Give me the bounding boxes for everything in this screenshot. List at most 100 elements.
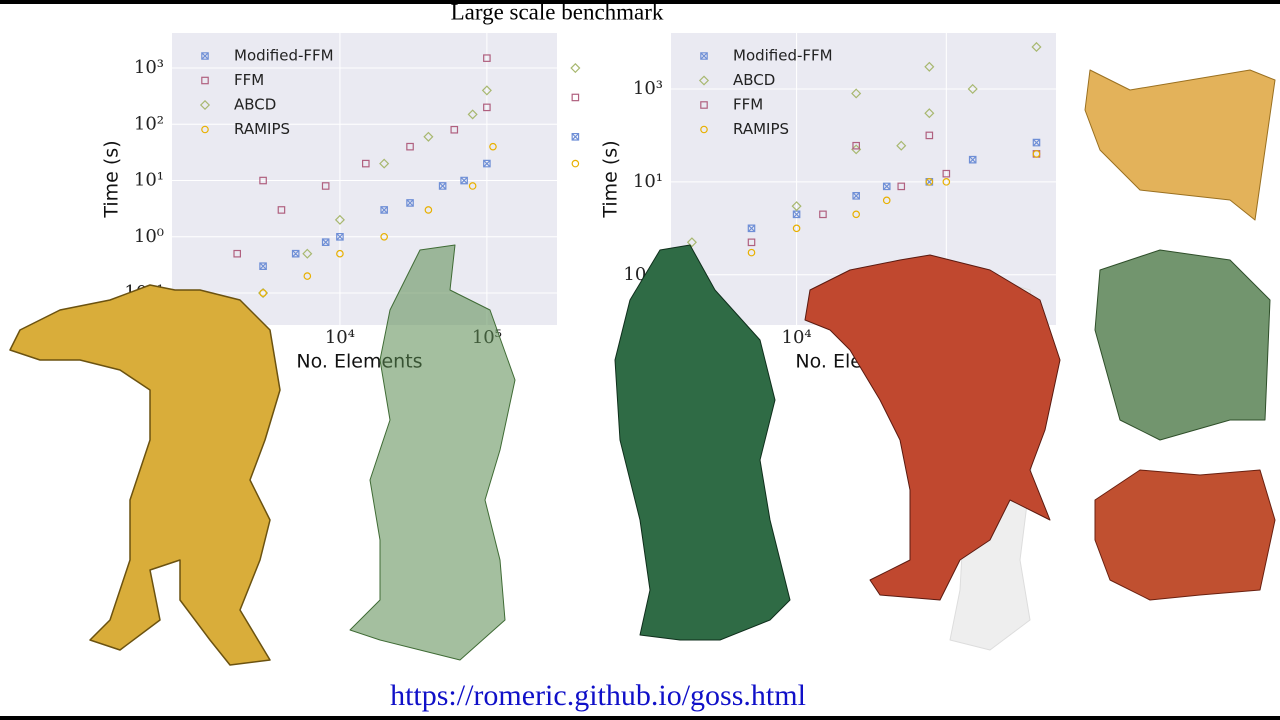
y-tick-label: 10¹ <box>134 170 164 191</box>
y-tick-label: 10³ <box>633 78 663 99</box>
point <box>1032 150 1041 158</box>
green-mesh <box>614 244 791 641</box>
point <box>460 176 468 185</box>
y-tick-label: 10⁰ <box>134 226 164 247</box>
point <box>450 125 459 134</box>
translucent-green-mesh <box>349 244 516 661</box>
legend-label: RAMIPS <box>733 120 789 138</box>
point <box>483 54 491 62</box>
point <box>1032 138 1041 147</box>
point <box>925 131 934 140</box>
point <box>967 83 978 94</box>
point <box>321 182 330 190</box>
point <box>968 155 977 164</box>
legend-marker <box>700 52 708 60</box>
point <box>483 159 491 168</box>
point <box>1031 41 1042 53</box>
point <box>406 199 414 207</box>
point <box>483 103 491 112</box>
point <box>852 141 860 150</box>
y-axis-label: Time (s) <box>101 140 123 218</box>
red-mesh <box>804 254 1061 601</box>
point <box>570 63 581 74</box>
point <box>571 93 580 102</box>
point <box>303 272 312 280</box>
rolled-red-mesh <box>1094 469 1276 601</box>
twisted-green-mesh <box>1094 249 1271 441</box>
project-url[interactable]: https://romeric.github.io/goss.html <box>390 679 806 712</box>
point <box>792 210 801 219</box>
point <box>362 159 370 168</box>
legend-marker <box>199 99 211 111</box>
gold-mesh <box>9 284 281 666</box>
point <box>423 131 434 142</box>
slide-title: Large scale benchmark <box>451 0 664 24</box>
point <box>791 201 802 212</box>
point <box>302 248 313 259</box>
x-tick-label: 10⁴ <box>325 327 355 348</box>
y-axis-label: Time (s) <box>600 140 622 218</box>
legend-marker <box>700 101 708 109</box>
point <box>851 88 862 99</box>
point <box>380 206 388 214</box>
point <box>571 159 580 168</box>
legend-label: Modified-FFM <box>234 47 334 65</box>
point <box>380 232 388 241</box>
point <box>438 182 447 190</box>
legend-label: Modified-FFM <box>733 47 833 65</box>
legend-marker <box>201 52 209 60</box>
point <box>259 176 267 185</box>
point <box>942 169 951 178</box>
point <box>686 237 697 248</box>
point <box>897 182 906 191</box>
legend-marker <box>700 125 708 134</box>
point <box>233 249 242 258</box>
point <box>852 192 860 200</box>
point <box>277 206 286 214</box>
legend-marker <box>201 125 209 134</box>
plot-area <box>172 33 557 325</box>
legend-label: FFM <box>733 96 763 114</box>
point <box>259 289 267 297</box>
top-bar <box>0 0 1280 4</box>
point <box>424 206 433 214</box>
point <box>747 238 756 247</box>
point <box>481 85 492 96</box>
legend-label: FFM <box>234 71 264 89</box>
point <box>321 238 330 247</box>
point <box>747 248 756 257</box>
point <box>882 196 891 205</box>
point <box>819 210 827 219</box>
point <box>489 142 497 151</box>
point <box>336 249 344 258</box>
y-tick-label: 10³ <box>134 57 164 78</box>
y-tick-label: 10² <box>134 113 164 134</box>
bottom-bar <box>0 716 1280 720</box>
point <box>571 132 580 141</box>
legend-marker <box>201 76 209 85</box>
legend-marker <box>698 75 710 86</box>
y-tick-label: 10¹ <box>633 171 663 192</box>
point <box>336 232 344 241</box>
point <box>259 262 267 270</box>
point <box>334 214 345 225</box>
legend-label: ABCD <box>733 71 775 89</box>
point <box>291 249 300 258</box>
point <box>792 224 801 233</box>
point <box>896 140 907 151</box>
x-tick-label: 10⁴ <box>782 327 812 348</box>
point <box>882 182 891 191</box>
point <box>924 108 935 119</box>
point <box>924 61 935 72</box>
point <box>925 178 934 186</box>
point <box>942 178 951 186</box>
twisted-gold-mesh <box>1084 69 1276 221</box>
point <box>468 182 477 190</box>
legend-label: RAMIPS <box>234 120 290 138</box>
point <box>467 109 478 120</box>
point <box>406 142 414 151</box>
meshes <box>9 69 1276 666</box>
point <box>379 158 390 169</box>
point <box>852 210 860 219</box>
